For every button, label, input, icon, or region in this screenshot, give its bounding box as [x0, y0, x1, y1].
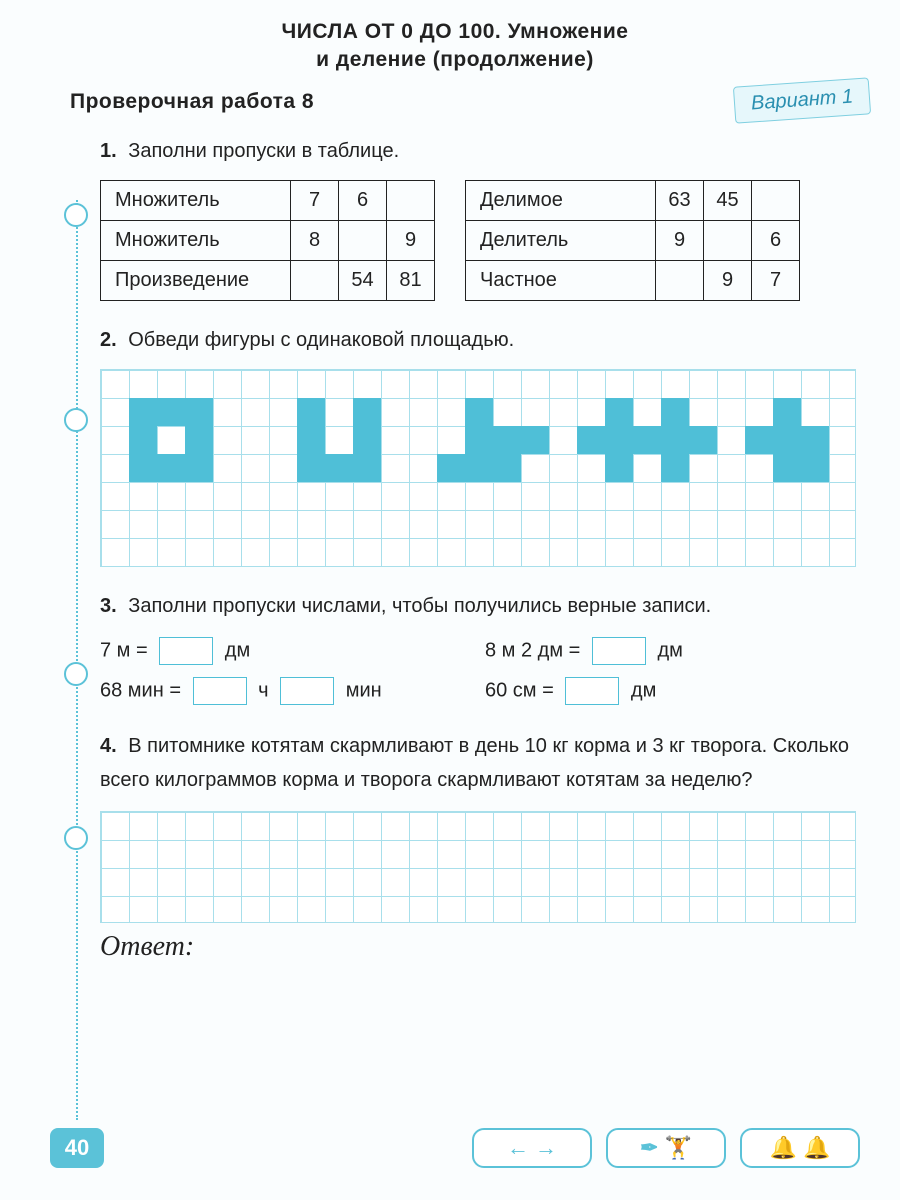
table-row: Множитель89 [101, 221, 435, 261]
spine-line [76, 200, 78, 1120]
blank-input[interactable] [592, 637, 646, 665]
task3-num: 3. [100, 595, 117, 617]
table-multiplication: Множитель76 Множитель89 Произведение5481 [100, 180, 435, 301]
task-2: 2. Обведи фигуры с одинаковой площадью. [100, 325, 870, 567]
title-line1: ЧИСЛА ОТ 0 ДО 100. Умножение [30, 20, 880, 44]
blank-input[interactable] [565, 677, 619, 705]
table-row: Делитель96 [466, 221, 800, 261]
equation-d: 60 см = дм [485, 677, 870, 705]
page-footer: 40 ← → ✒ 🏋 🔔 🔔 [50, 1128, 860, 1168]
task2-text: Обведи фигуры с одинаковой площадью. [128, 329, 514, 351]
title-line2: и деление (продолжение) [30, 48, 880, 72]
shapes-grid[interactable] [100, 369, 856, 567]
task1-num: 1. [100, 140, 117, 162]
task-bullet-4 [64, 826, 88, 850]
answer-label: Ответ: [100, 931, 870, 963]
task-bullet-1 [64, 203, 88, 227]
blank-input[interactable] [159, 637, 213, 665]
page-title: ЧИСЛА ОТ 0 ДО 100. Умножение и деление (… [30, 20, 880, 72]
task-4: 4. В питомнике котятам скармливают в ден… [100, 729, 870, 963]
bell-icons: 🔔 🔔 [740, 1128, 860, 1168]
table-division: Делимое6345 Делитель96 Частное97 [465, 180, 800, 301]
table-row: Множитель76 [101, 181, 435, 221]
difficulty-icons: ✒ 🏋 [606, 1128, 726, 1168]
blank-input[interactable] [280, 677, 334, 705]
equation-b: 8 м 2 дм = дм [485, 637, 870, 665]
task2-num: 2. [100, 329, 117, 351]
table-row: Делимое6345 [466, 181, 800, 221]
work-grid[interactable] [100, 811, 856, 923]
task4-num: 4. [100, 735, 117, 757]
task-bullet-2 [64, 408, 88, 432]
equation-c: 68 мин = ч мин [100, 677, 485, 705]
table-row: Произведение5481 [101, 261, 435, 301]
worksheet-subtitle: Проверочная работа 8 [70, 90, 314, 113]
task-1: 1. Заполни пропуски в таблице. Множитель… [100, 136, 870, 301]
task4-text: В питомнике котятам скармливают в день 1… [100, 735, 849, 791]
nav-arrows[interactable]: ← → [472, 1128, 592, 1168]
task-bullet-3 [64, 662, 88, 686]
equation-a: 7 м = дм [100, 637, 485, 665]
task3-text: Заполни пропуски числами, чтобы получили… [128, 595, 711, 617]
task1-text: Заполни пропуски в таблице. [128, 140, 399, 162]
task-3: 3. Заполни пропуски числами, чтобы получ… [100, 591, 870, 705]
variant-badge: Вариант 1 [733, 77, 871, 123]
blank-input[interactable] [193, 677, 247, 705]
table-row: Частное97 [466, 261, 800, 301]
page-number: 40 [50, 1128, 104, 1168]
